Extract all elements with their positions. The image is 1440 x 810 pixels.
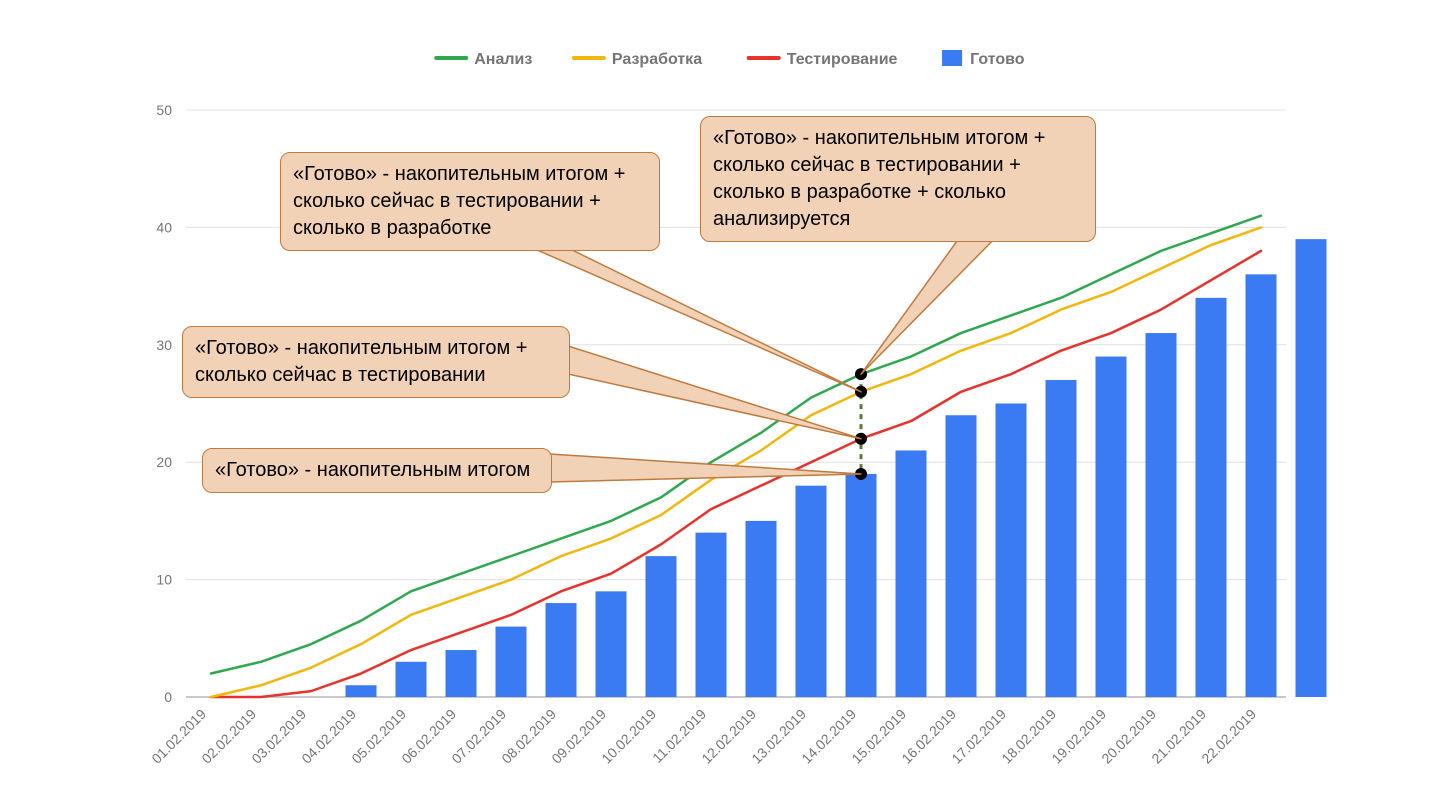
bar-done — [596, 591, 627, 697]
y-tick-label: 0 — [164, 689, 172, 705]
y-tick-label: 50 — [156, 102, 172, 118]
callout-dev: «Готово» - накопительным итогом + скольк… — [280, 152, 660, 251]
bar-done — [446, 650, 477, 697]
bar-done — [996, 404, 1027, 698]
chart-stage: 0102030405001.02.201902.02.201903.02.201… — [0, 0, 1440, 810]
bar-done — [896, 450, 927, 697]
bar-done — [946, 415, 977, 697]
bar-done — [1046, 380, 1077, 697]
bar-done — [346, 685, 377, 697]
y-tick-label: 10 — [156, 572, 172, 588]
y-tick-label: 40 — [156, 219, 172, 235]
bar-done — [1196, 298, 1227, 697]
bar-done — [696, 533, 727, 697]
callout-analysis: «Готово» - накопительным итогом + скольк… — [700, 116, 1096, 242]
legend-label: Разработка — [612, 51, 702, 68]
legend-label: Анализ — [474, 51, 532, 68]
legend-label: Готово — [970, 51, 1025, 68]
bar-done — [646, 556, 677, 697]
callout-text: «Готово» - накопительным итогом + скольк… — [195, 337, 527, 386]
bar-done — [796, 486, 827, 697]
bar-done — [846, 474, 877, 697]
y-tick-label: 20 — [156, 454, 172, 470]
bar-done — [1096, 357, 1127, 697]
callout-text: «Готово» - накопительным итогом — [215, 459, 530, 481]
y-tick-label: 30 — [156, 337, 172, 353]
bar-done — [1246, 274, 1277, 697]
callout-done: «Готово» - накопительным итогом — [202, 448, 552, 493]
legend-label: Тестирование — [787, 51, 898, 68]
callout-text: «Готово» - накопительным итогом + скольк… — [293, 163, 625, 239]
bar-done — [1296, 239, 1327, 697]
callout-text: «Готово» - накопительным итогом + скольк… — [713, 127, 1045, 230]
bar-done — [746, 521, 777, 697]
bar-done — [396, 662, 427, 697]
bar-done — [496, 627, 527, 697]
legend-swatch — [942, 50, 962, 66]
bar-done — [546, 603, 577, 697]
callout-test: «Готово» - накопительным итогом + скольк… — [182, 326, 570, 398]
bar-done — [1146, 333, 1177, 697]
